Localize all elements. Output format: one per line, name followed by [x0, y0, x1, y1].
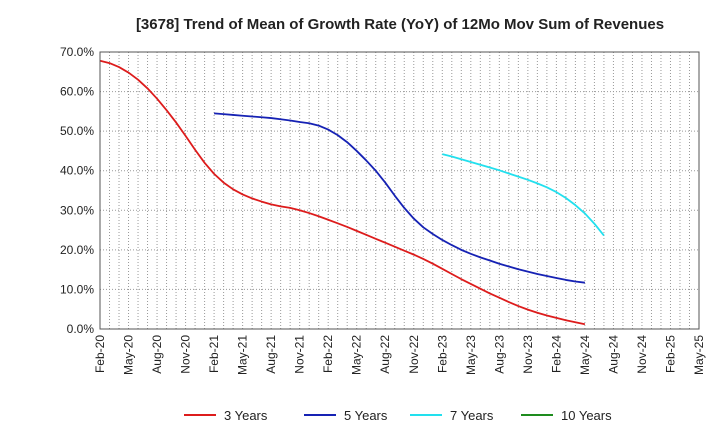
x-tick-label: May-20	[122, 335, 136, 375]
x-tick-label: Feb-24	[549, 335, 563, 373]
x-axis-ticks: Feb-20 May-20 Aug-20 Nov-20 Feb-21 May-21 Aug-…	[93, 335, 706, 375]
x-tick-label: Aug-22	[378, 335, 392, 374]
y-tick-label: 10.0%	[60, 282, 94, 296]
series-line-5-years	[214, 112, 586, 284]
legend-label-3-years: 3 Years	[224, 408, 268, 423]
legend: 3 Years 5 Years 7 Years 10 Years	[184, 408, 612, 423]
x-tick-label: Feb-21	[207, 335, 221, 373]
series-line-7-years	[442, 153, 605, 237]
x-tick-label: Feb-20	[93, 335, 107, 373]
x-tick-label: May-21	[236, 335, 250, 375]
y-tick-label: 30.0%	[60, 203, 94, 217]
x-tick-label: May-23	[464, 335, 478, 375]
x-tick-label: May-25	[692, 335, 706, 375]
x-tick-label: Nov-22	[407, 335, 421, 374]
x-tick-label: Feb-25	[663, 335, 677, 373]
x-tick-label: Nov-23	[521, 335, 535, 374]
x-tick-label: Feb-22	[321, 335, 335, 373]
series-line-3-years	[99, 59, 586, 326]
x-tick-label: May-22	[350, 335, 364, 375]
x-tick-label: Aug-20	[150, 335, 164, 374]
y-tick-label: 20.0%	[60, 243, 94, 257]
plot-area-frame	[99, 51, 700, 330]
legend-label-5-years: 5 Years	[344, 408, 388, 423]
y-axis-ticks: 0.0% 10.0% 20.0% 30.0% 40.0% 50.0% 60.0% 70.0%	[60, 45, 94, 336]
x-tick-label: Nov-21	[293, 335, 307, 374]
y-tick-label: 60.0%	[60, 85, 94, 99]
x-tick-label: Aug-21	[264, 335, 278, 374]
x-tick-label: May-24	[578, 335, 592, 375]
grid	[99, 51, 700, 330]
y-tick-label: 70.0%	[60, 45, 94, 59]
legend-label-7-years: 7 Years	[450, 408, 494, 423]
y-tick-label: 40.0%	[60, 164, 94, 178]
x-tick-label: Nov-20	[179, 335, 193, 374]
y-tick-label: 50.0%	[60, 124, 94, 138]
x-tick-label: Aug-24	[606, 335, 620, 374]
y-tick-label: 0.0%	[67, 322, 95, 336]
x-tick-label: Feb-23	[435, 335, 449, 373]
x-tick-label: Aug-23	[492, 335, 506, 374]
series-lines	[99, 59, 605, 326]
x-tick-label: Nov-24	[635, 335, 649, 374]
chart-title: [3678] Trend of Mean of Growth Rate (YoY…	[136, 16, 664, 33]
legend-label-10-years: 10 Years	[561, 408, 612, 423]
